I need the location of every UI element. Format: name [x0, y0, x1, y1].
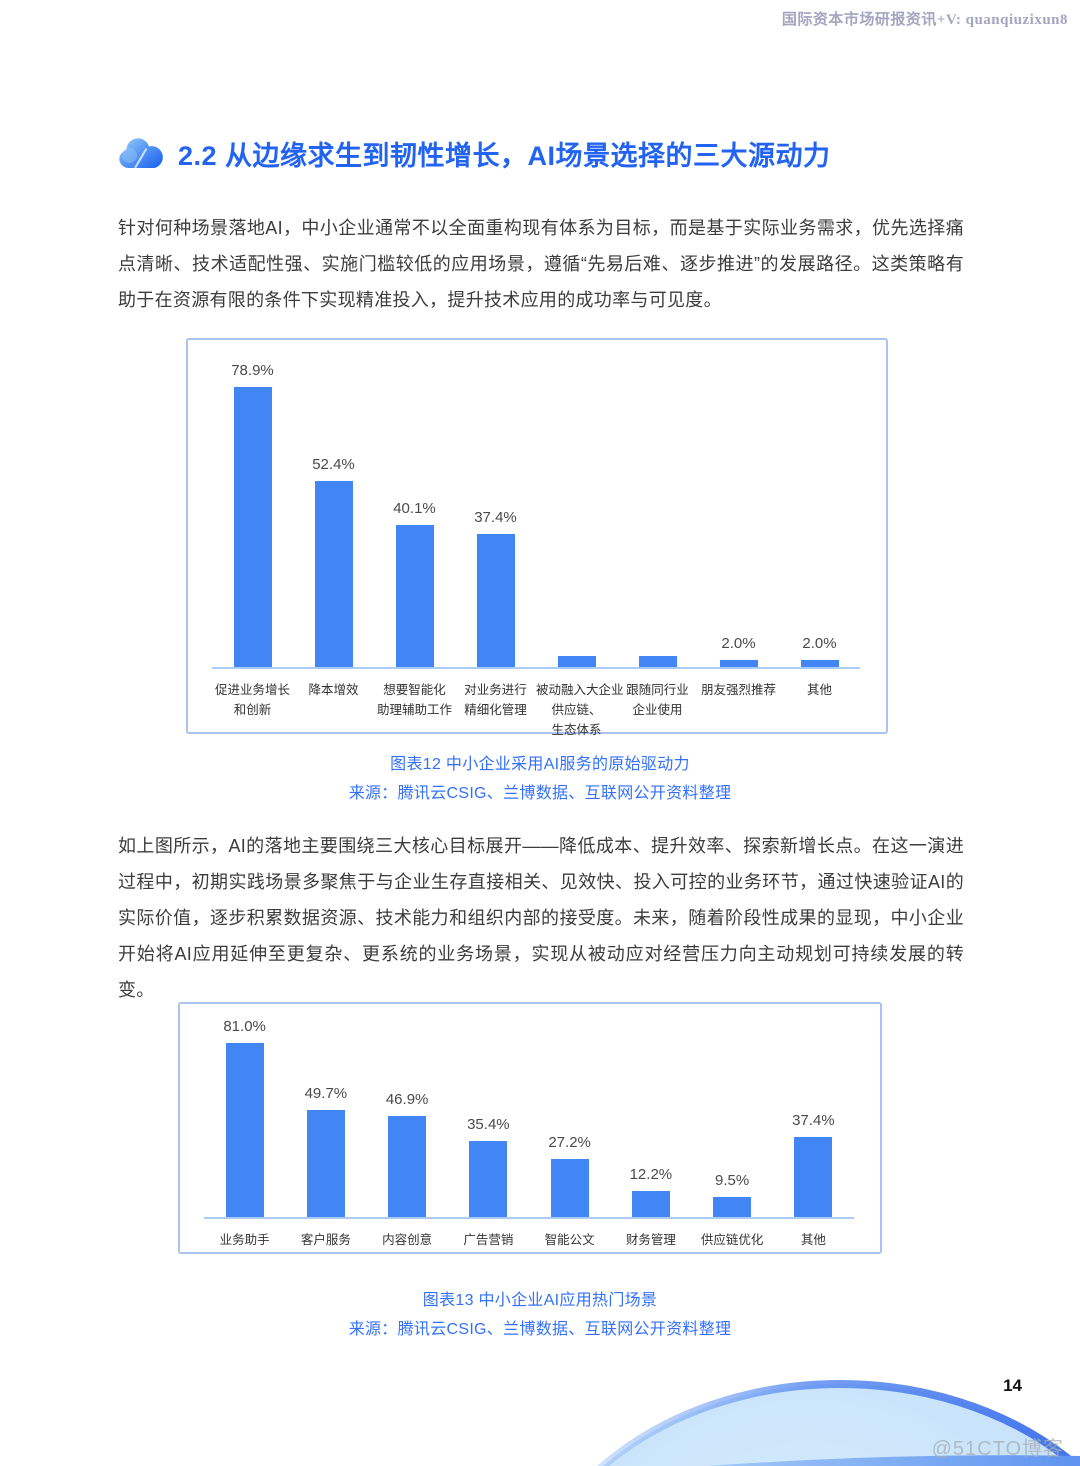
bar-column: 35.4%: [448, 1116, 529, 1217]
chart1-title: 图表12 中小企业采用AI服务的原始驱动力: [390, 756, 690, 773]
bar-value-label: 78.9%: [231, 361, 274, 379]
bar-column: 9.5%: [692, 1172, 773, 1217]
bar-column: [617, 631, 698, 667]
chart1-caption: 图表12 中小企业采用AI服务的原始驱动力 来源：腾讯云CSIG、兰博数据、互联…: [0, 750, 1080, 808]
x-axis-label: 内容创意: [382, 1233, 433, 1247]
bar-column: 12.2%: [610, 1166, 691, 1217]
bar: [469, 1140, 508, 1217]
chart1-source: 来源：腾讯云CSIG、兰博数据、互联网公开资料整理: [348, 785, 732, 802]
x-axis-line: [204, 1217, 854, 1219]
bar: [800, 659, 839, 667]
bar: [388, 1116, 427, 1217]
bar: [631, 1190, 670, 1217]
bar: [719, 659, 758, 667]
paragraph-intro: 针对何种场景落地AI，中小企业通常不以全面重构现有体系为目标，而是基于实际业务需…: [118, 218, 964, 310]
x-axis-label: 供应链优化: [700, 1233, 764, 1247]
bar-column: 37.4%: [773, 1111, 854, 1217]
bar-column: 2.0%: [698, 635, 779, 667]
bar: [476, 534, 515, 667]
bar-value-label: 2.0%: [802, 634, 837, 652]
x-axis-label: 朋友强烈推荐: [700, 683, 776, 697]
chart-plot-area: 78.9% 52.4% 40.1% 37.4% 2.0% 2.0%: [188, 340, 886, 667]
x-axis-label: 想要智能化 助理辅助工作: [376, 683, 452, 717]
x-axis-label: 广告营销: [463, 1233, 514, 1247]
bar-value-label: 27.2%: [548, 1133, 591, 1151]
chart-plot-area: 81.0% 49.7% 46.9% 35.4% 27.2% 12.2% 9.5% 37.4%: [180, 1004, 880, 1217]
x-axis-label: 降本增效: [308, 683, 359, 697]
bar-column: 37.4%: [455, 509, 536, 667]
x-axis-label: 业务助手: [219, 1233, 270, 1247]
header-watermark: 国际资本市场研报资讯+V: quanqiuzixun8: [781, 12, 1068, 28]
x-axis-line: [212, 667, 860, 669]
bar-value-label: 9.5%: [715, 1171, 750, 1189]
bar-column: 78.9%: [212, 362, 293, 667]
x-axis-labels-row: 促进业务增长 和创新 降本增效 想要智能化 助理辅助工作 对业务进行 精细化管理 被动融…: [188, 680, 886, 740]
bar-column: 27.2%: [529, 1133, 610, 1217]
bar: [638, 656, 677, 667]
bar-value-label: 2.0%: [721, 634, 756, 652]
chart-ai-adoption-drivers: 78.9% 52.4% 40.1% 37.4% 2.0% 2.0% 促进业务增长 和创新 降…: [186, 338, 888, 737]
bar-value-label: 12.2%: [629, 1165, 673, 1183]
chart2-source: 来源：腾讯云CSIG、兰博数据、互联网公开资料整理: [348, 1321, 732, 1338]
bar-value-label: 40.1%: [393, 499, 436, 517]
bar: [713, 1196, 752, 1217]
x-axis-label: 其他: [800, 1233, 826, 1247]
bar-value-label: 37.4%: [474, 509, 517, 527]
x-axis-label: 促进业务增长 和创新: [214, 683, 290, 717]
bar: [557, 656, 596, 667]
cloud-icon: [116, 135, 164, 173]
bar-value-label: 35.4%: [467, 1115, 510, 1133]
chart-ai-hot-scenarios: 81.0% 49.7% 46.9% 35.4% 27.2% 12.2% 9.5% 37.4% …: [178, 1002, 882, 1254]
chart2-title: 图表13 中小企业AI应用热门场景: [422, 1292, 658, 1309]
bar: [233, 386, 272, 667]
bar: [306, 1110, 345, 1217]
x-axis-label: 智能公文: [544, 1233, 595, 1247]
section-title: 2.2 从边缘求生到韧性增长，AI场景选择的三大源动力: [178, 141, 831, 171]
x-axis-label: 财务管理: [625, 1233, 676, 1247]
x-axis-label: 被动融入大企业 供应链、生态体系: [536, 683, 624, 737]
bar-column: 49.7%: [285, 1085, 366, 1217]
bar-value-label: 81.0%: [223, 1017, 266, 1035]
bar-column: 52.4%: [293, 456, 374, 667]
page-number: 14: [1003, 1376, 1022, 1395]
section-title-row: 2.2 从边缘求生到韧性增长，AI场景选择的三大源动力: [116, 134, 831, 173]
x-axis-label: 跟随同行业 企业使用: [626, 683, 689, 717]
bar: [550, 1158, 589, 1217]
bar-column: 81.0%: [204, 1018, 285, 1217]
bar: [794, 1136, 833, 1217]
chart2-caption: 图表13 中小企业AI应用热门场景 来源：腾讯云CSIG、兰博数据、互联网公开资…: [0, 1286, 1080, 1344]
x-axis-label: 其他: [806, 683, 832, 697]
bar: [314, 480, 353, 667]
bar: [395, 524, 434, 667]
bar-value-label: 52.4%: [312, 455, 355, 473]
bar-value-label: 49.7%: [304, 1085, 348, 1103]
bar: [225, 1042, 264, 1217]
bottom-decoration-ellipse: [597, 1380, 1080, 1466]
bar-column: 2.0%: [779, 635, 860, 667]
x-axis-labels-row: 业务助手 客户服务 内容创意 广告营销 智能公文 财务管理 供应链优化 其他: [180, 1230, 880, 1250]
bar-column: [536, 631, 617, 667]
bar-value-label: 37.4%: [792, 1111, 835, 1129]
bar-column: 40.1%: [374, 499, 455, 667]
bar-column: 46.9%: [367, 1091, 448, 1217]
x-axis-label: 对业务进行 精细化管理: [464, 683, 527, 717]
paragraph-analysis: 如上图所示，AI的落地主要围绕三大核心目标展开——降低成本、提升效率、探索新增长…: [118, 836, 964, 1000]
x-axis-label: 客户服务: [300, 1233, 351, 1247]
bar-value-label: 46.9%: [385, 1091, 429, 1109]
footer-watermark: @51CTO博客: [931, 1438, 1064, 1460]
